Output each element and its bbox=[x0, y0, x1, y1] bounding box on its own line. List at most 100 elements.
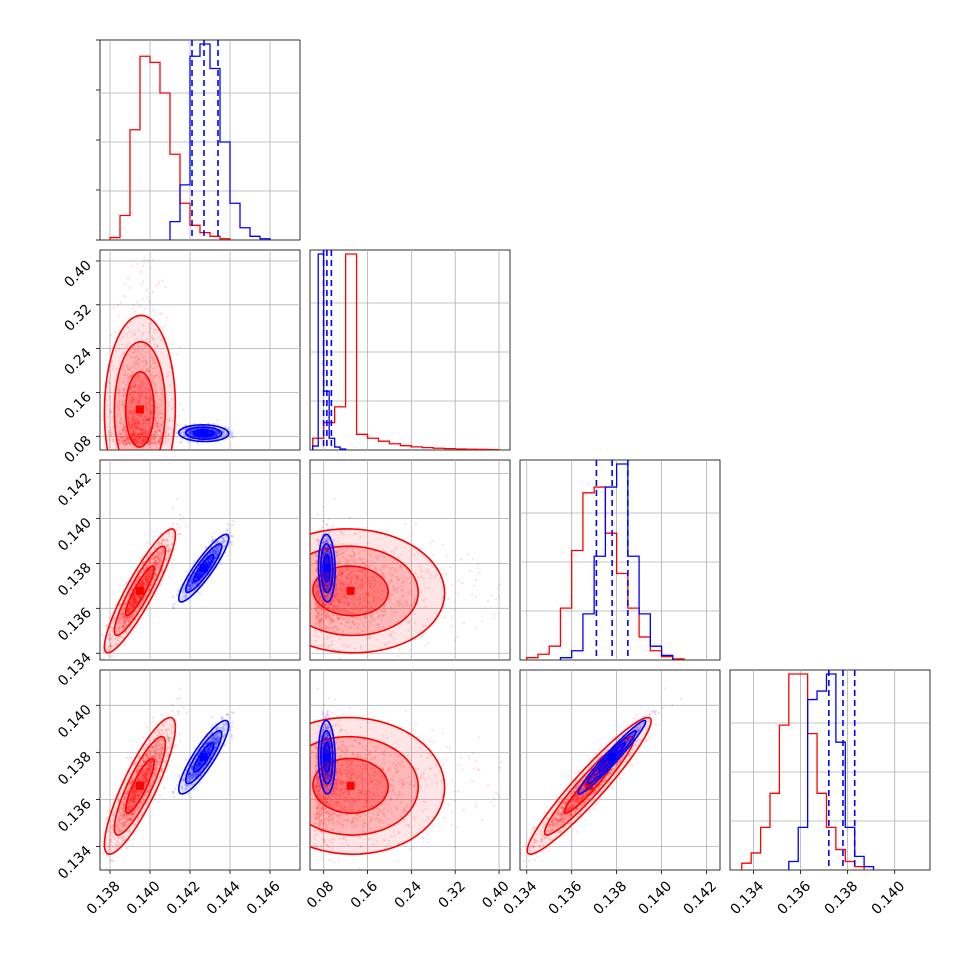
sample-point bbox=[156, 422, 160, 426]
sample-point bbox=[148, 423, 151, 426]
sample-point bbox=[147, 589, 150, 592]
sample-point bbox=[130, 607, 133, 611]
sample-point bbox=[145, 404, 148, 408]
sample-point bbox=[212, 435, 216, 438]
sample-point bbox=[157, 439, 161, 442]
sample-point bbox=[154, 574, 157, 578]
sample-point bbox=[134, 590, 137, 594]
sample-point bbox=[118, 394, 121, 397]
sample-point bbox=[147, 440, 150, 443]
sample-point bbox=[132, 380, 136, 383]
sample-point bbox=[138, 420, 142, 423]
sample-point bbox=[157, 440, 160, 443]
sample-point bbox=[123, 618, 127, 621]
sample-point bbox=[145, 418, 149, 422]
sample-point bbox=[184, 427, 188, 431]
sample-point bbox=[134, 602, 137, 605]
sample-point bbox=[222, 431, 225, 435]
sample-point bbox=[137, 399, 140, 402]
sample-point bbox=[216, 430, 219, 433]
contour-group bbox=[177, 424, 230, 443]
sample-point bbox=[157, 433, 161, 437]
sample-point bbox=[197, 432, 201, 435]
sample-point bbox=[141, 360, 145, 364]
sample-point bbox=[156, 429, 159, 433]
sample-point bbox=[137, 434, 140, 437]
sample-point bbox=[156, 550, 159, 554]
sample-point bbox=[145, 418, 148, 421]
sample-point bbox=[195, 431, 198, 435]
sample-point bbox=[153, 362, 157, 365]
sample-point bbox=[124, 620, 127, 623]
sample-point bbox=[120, 611, 124, 614]
sample-point bbox=[132, 391, 135, 394]
sample-point bbox=[129, 600, 133, 603]
sample-point bbox=[160, 542, 164, 545]
sample-point bbox=[196, 432, 199, 435]
sample-point bbox=[148, 388, 152, 391]
sample-point bbox=[121, 620, 125, 623]
sample-point bbox=[151, 413, 154, 416]
sample-point bbox=[132, 593, 136, 596]
sample-point bbox=[133, 398, 137, 401]
sample-point bbox=[128, 368, 131, 371]
sample-point bbox=[214, 433, 218, 437]
histogram-step bbox=[559, 463, 674, 660]
sample-point bbox=[130, 616, 134, 619]
sample-point bbox=[149, 365, 152, 368]
y-tick-label: 0.16 bbox=[61, 389, 94, 422]
sample-point bbox=[196, 432, 199, 436]
sample-point bbox=[138, 395, 141, 399]
sample-point bbox=[134, 597, 137, 601]
sample-point bbox=[155, 554, 158, 557]
sample-point bbox=[119, 612, 123, 615]
sample-point bbox=[130, 356, 133, 359]
sample-point bbox=[142, 403, 146, 406]
sample-point bbox=[132, 419, 135, 422]
sample-point bbox=[143, 405, 147, 408]
sample-point bbox=[123, 421, 126, 424]
sample-point bbox=[153, 562, 156, 565]
sample-point bbox=[169, 559, 173, 563]
sample-point bbox=[137, 422, 140, 425]
sample-point bbox=[118, 615, 121, 618]
sample-point bbox=[145, 391, 148, 394]
sample-point bbox=[153, 437, 156, 440]
sample-point bbox=[124, 618, 128, 621]
sample-point bbox=[147, 431, 150, 434]
sample-point bbox=[144, 434, 148, 437]
sample-point bbox=[115, 412, 118, 415]
sample-point bbox=[144, 578, 148, 582]
sample-point bbox=[207, 432, 211, 436]
sample-point bbox=[133, 600, 137, 604]
sample-point bbox=[142, 435, 145, 438]
sample-point bbox=[140, 441, 143, 444]
sample-point bbox=[167, 416, 171, 420]
y-tick-label: 0.136 bbox=[55, 796, 95, 836]
sample-point bbox=[161, 396, 164, 400]
sample-point bbox=[195, 432, 199, 435]
sample-point bbox=[197, 432, 201, 436]
sample-point bbox=[145, 392, 148, 396]
sample-point bbox=[109, 642, 113, 646]
sample-point bbox=[134, 599, 137, 603]
sample-point bbox=[141, 584, 144, 587]
sample-point bbox=[126, 609, 130, 613]
sample-point bbox=[128, 421, 132, 425]
sample-point bbox=[153, 546, 157, 549]
sample-point bbox=[158, 425, 161, 429]
sample-point bbox=[190, 432, 193, 436]
sample-point bbox=[131, 435, 134, 438]
sample-point bbox=[133, 410, 137, 413]
sample-point bbox=[124, 439, 128, 442]
x-tick-label: 0.138 bbox=[591, 878, 631, 918]
sample-point bbox=[133, 361, 137, 365]
sample-point bbox=[123, 621, 126, 625]
sample-point bbox=[130, 399, 133, 402]
sample-point bbox=[158, 541, 161, 544]
sample-point bbox=[144, 436, 147, 439]
sample-point bbox=[159, 387, 162, 390]
sample-point bbox=[125, 442, 128, 445]
sample-point bbox=[164, 559, 168, 563]
sample-point bbox=[170, 543, 173, 546]
